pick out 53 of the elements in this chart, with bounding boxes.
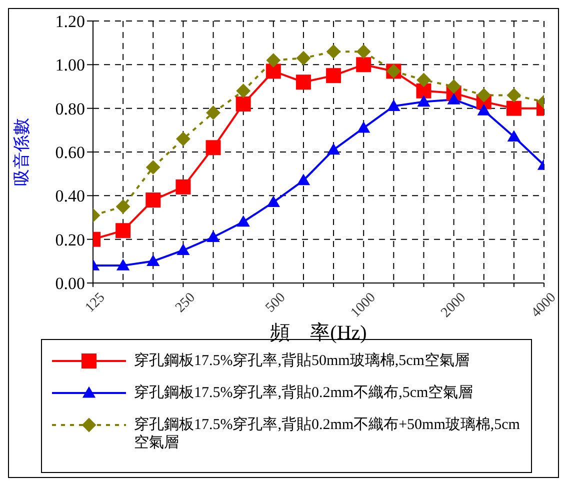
point [326, 68, 342, 84]
y-tick-label: 1.20 [55, 12, 85, 32]
point [296, 174, 310, 186]
point [296, 74, 311, 90]
legend-label: 穿孔鋼板17.5%穿孔率,背貼0.2mm不織布,5cm空氣層 [134, 384, 474, 402]
y-tick-label: 0.40 [55, 186, 85, 206]
legend-label: 穿孔鋼板17.5%穿孔率,背貼0.2mm不織布+50mm玻璃棉,5cm空氣層 [134, 416, 521, 452]
point [356, 57, 372, 72]
x-tick-label: 250 [172, 290, 198, 316]
point [506, 100, 522, 116]
point [506, 88, 522, 102]
point [326, 44, 341, 59]
point [116, 199, 130, 214]
point [236, 84, 251, 98]
point [447, 93, 460, 104]
x-tick-label: 500 [263, 290, 289, 316]
y-tick-label: 0.80 [55, 99, 85, 118]
point [116, 258, 130, 270]
y-tick-label: 1.00 [55, 56, 85, 75]
point [356, 44, 371, 59]
point [266, 53, 281, 68]
point [446, 79, 461, 94]
legend-label: 穿孔鋼板17.5%穿孔率,背貼50mm玻璃棉,5cm空氣層 [134, 352, 470, 370]
point [417, 95, 430, 107]
point [266, 196, 280, 208]
point [146, 254, 160, 266]
point [116, 223, 131, 238]
point [477, 104, 490, 116]
point [146, 160, 160, 174]
point [236, 96, 251, 112]
point [206, 140, 221, 156]
point [357, 121, 370, 133]
y-tick-label: 0.00 [55, 274, 85, 294]
y-tick-label: 0.20 [55, 230, 85, 250]
x-tick-label: 4000 [528, 290, 560, 321]
point [266, 64, 281, 79]
point [236, 215, 250, 227]
point [206, 106, 220, 120]
point [296, 50, 311, 66]
point [206, 230, 220, 242]
point [176, 179, 191, 194]
point [176, 244, 190, 256]
point [507, 130, 521, 142]
y-axis-title: 吸音係數 [12, 118, 32, 186]
point [176, 132, 190, 146]
x-tick-label: 125 [82, 290, 108, 316]
point [416, 72, 431, 88]
point [476, 88, 492, 102]
point [387, 100, 400, 111]
point [416, 83, 432, 98]
point [146, 192, 161, 208]
y-tick-label: 0.60 [55, 143, 85, 162]
point [326, 143, 340, 155]
